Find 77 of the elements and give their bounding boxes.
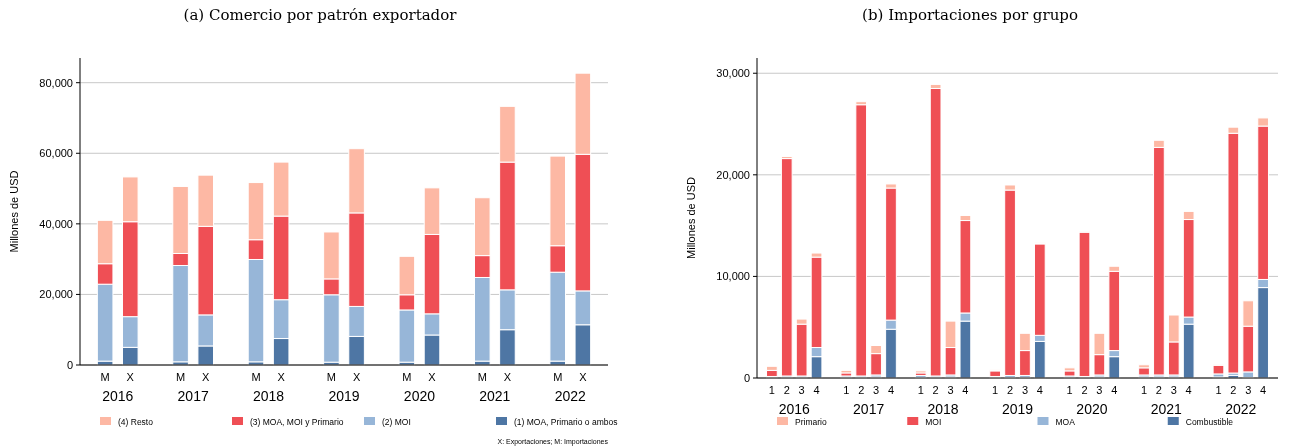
text: 2018	[252, 388, 285, 404]
text: 2020	[403, 388, 436, 404]
y-tick-label: 20,000	[716, 168, 750, 181]
x-tick-label: X	[579, 371, 588, 383]
x-tick-label: 4	[813, 384, 820, 396]
text: 2018	[927, 401, 959, 417]
text: 2021	[479, 388, 511, 404]
text: 2016	[102, 388, 134, 404]
x-tick-label: 1	[917, 384, 924, 396]
x-tick-label: M	[251, 371, 261, 383]
text: 2016	[778, 401, 810, 417]
x-tick-label: X	[277, 371, 286, 383]
chart-title: (b) Importaciones por grupo	[862, 6, 1078, 24]
y-axis-title: Millones de USD	[685, 176, 697, 259]
x-tick-label: 4	[1036, 384, 1043, 396]
y-axis-title: Millones de USD	[8, 170, 20, 253]
x-tick-label: M	[326, 371, 337, 383]
x-tick-label: 2	[1081, 384, 1088, 396]
x-tick-label: X	[428, 371, 437, 383]
text: 2022	[554, 388, 587, 404]
text: 2022	[1225, 401, 1257, 417]
x-tick-label: 4	[887, 384, 895, 396]
x-tick-label: 2	[858, 384, 865, 396]
x-tick-label: 3	[1096, 384, 1103, 396]
x-tick-label: X	[202, 371, 211, 383]
x-tick-label: X	[503, 371, 512, 383]
x-tick-label: 4	[1111, 384, 1118, 396]
legend-label: (1) MOA, Primario o ambos	[514, 417, 618, 427]
x-tick-label: 2	[1230, 384, 1237, 396]
x-tick-label: M	[100, 371, 110, 383]
y-tick-label: 60,000	[39, 147, 73, 160]
x-tick-label: 2	[932, 384, 939, 396]
y-tick-label: 10,000	[716, 270, 750, 283]
legend-label: Primario	[795, 417, 827, 427]
y-tick-label: 80,000	[39, 76, 73, 89]
x-tick-label: 3	[798, 384, 805, 396]
y-tick-label: 0	[743, 371, 750, 384]
x-tick-label: X	[126, 371, 135, 383]
x-tick-label: 1	[1066, 384, 1073, 396]
x-tick-label: 1	[843, 384, 850, 396]
x-tick-label: 3	[1245, 384, 1252, 396]
legend-label: (2) MOI	[382, 417, 411, 427]
legend-label: (4) Resto	[118, 417, 154, 427]
x-tick-label: M	[402, 371, 412, 383]
x-tick-label: 3	[947, 384, 954, 396]
x-tick-label: 4	[1260, 384, 1267, 396]
y-tick-label: 0	[66, 358, 73, 371]
x-tick-label: M	[477, 371, 487, 383]
x-tick-label: 2	[1006, 384, 1014, 396]
x-tick-label: 3	[873, 384, 880, 396]
text: 2021	[1150, 401, 1183, 417]
legend-label: MOA	[1055, 417, 1076, 427]
x-tick-label: 3	[1021, 384, 1029, 396]
x-tick-label: 1	[992, 384, 999, 396]
legend-label: (3) MOA, MOI y Primario	[250, 417, 344, 427]
x-tick-label: 1	[1140, 384, 1148, 396]
x-tick-label: 4	[1185, 384, 1192, 396]
y-tick-label: 30,000	[716, 67, 750, 80]
x-tick-label: 2	[1155, 384, 1162, 396]
legend-label: MOI	[925, 417, 942, 427]
text: 2017	[853, 401, 885, 417]
y-tick-label: 40,000	[39, 217, 73, 230]
x-tick-label: 4	[962, 384, 969, 396]
x-tick-label: 1	[768, 384, 775, 396]
text: 2020	[1076, 401, 1108, 417]
y-tick-label: 20,000	[39, 288, 73, 301]
text: 2017	[177, 388, 209, 404]
x-tick-label: 3	[1170, 384, 1177, 396]
text: 2019	[1001, 401, 1034, 417]
x-tick-label: M	[553, 371, 563, 383]
x-tick-label: X	[352, 371, 361, 383]
x-tick-label: 2	[783, 384, 790, 396]
x-tick-label: 1	[1215, 384, 1222, 396]
chart-title: (a) Comercio por patrón exportador	[183, 6, 458, 24]
x-tick-label: M	[175, 371, 186, 383]
text: 2019	[328, 388, 360, 404]
legend-label: Combustible	[1185, 417, 1234, 427]
